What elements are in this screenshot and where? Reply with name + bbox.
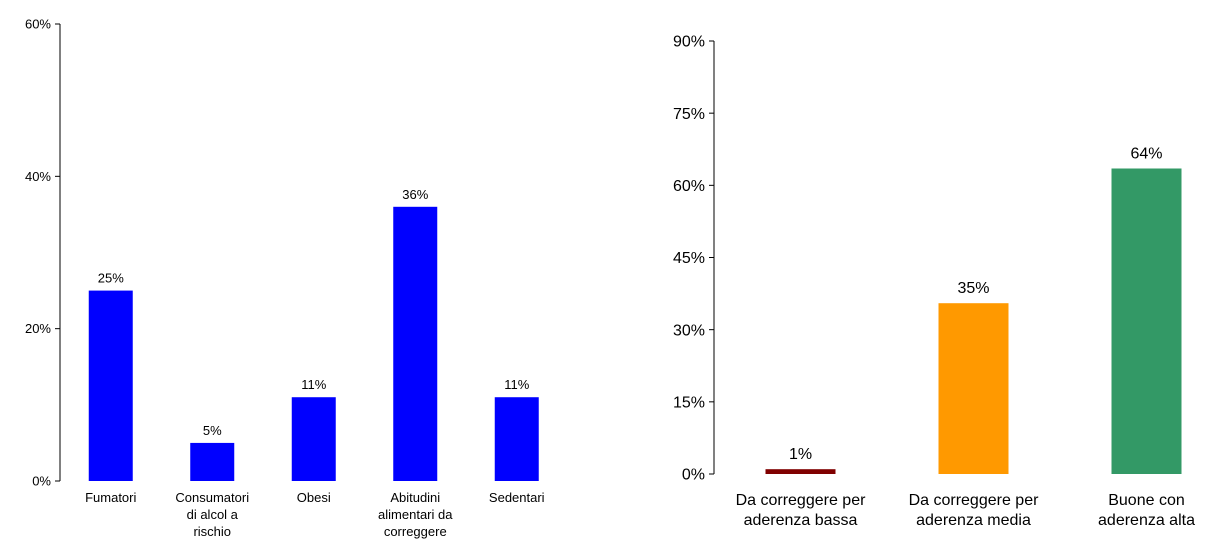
chart1-bar: [291, 397, 336, 481]
chart1-category-label: Sedentari: [489, 490, 545, 505]
chart2-y-tick-label: 30%: [673, 322, 705, 339]
chart2-y-tick-label: 0%: [682, 467, 705, 484]
chart1-y-tick-label: 0%: [32, 474, 51, 489]
chart2-bar: [938, 303, 1009, 474]
chart2-bar: [765, 469, 836, 474]
chart2-data-label: 1%: [789, 446, 812, 463]
chart2-y-tick-label: 60%: [673, 178, 705, 195]
chart1-category-label: di alcol a: [187, 507, 239, 522]
chart2-y-tick-label: 75%: [673, 106, 705, 123]
chart1-bar: [393, 206, 438, 482]
chart1-category-label: Consumatori: [175, 490, 249, 505]
chart2-category-label: Da correggere per: [736, 492, 867, 509]
chart2-category-label: aderenza media: [916, 512, 1031, 529]
chart2-bar: [1111, 168, 1182, 474]
chart1-data-label: 25%: [98, 271, 124, 286]
chart1-data-label: 5%: [203, 423, 222, 438]
chart1-y-tick-label: 20%: [25, 321, 51, 336]
chart1-data-label: 11%: [504, 377, 529, 392]
chart1-y-tick-label: 60%: [25, 17, 51, 32]
chart1-category-label: Abitudini: [390, 490, 440, 505]
chart1-bar: [494, 397, 539, 481]
chart1-category-label: correggere: [384, 524, 447, 539]
chart1-y-tick-label: 40%: [25, 169, 51, 184]
chart1-data-label: 36%: [402, 187, 428, 202]
chart1-category-label: Fumatori: [85, 490, 136, 505]
chart2-category-label: Da correggere per: [909, 492, 1040, 509]
chart1-bar: [88, 290, 133, 481]
chart1-data-label: 11%: [301, 377, 326, 392]
chart2-y-tick-label: 90%: [673, 34, 705, 51]
chart2-data-label: 64%: [1130, 145, 1162, 162]
chart2-category-label: Buone con: [1108, 492, 1185, 509]
chart1-category-label: alimentari da: [378, 507, 453, 522]
chart2-category-label: aderenza alta: [1098, 512, 1195, 529]
chart1-category-label: rischio: [193, 524, 231, 539]
chart2-category-label: aderenza bassa: [744, 512, 858, 529]
chart2-y-tick-label: 15%: [673, 394, 705, 411]
chart2-data-label: 35%: [957, 280, 989, 297]
chart1-bar: [190, 442, 235, 481]
chart2-y-tick-label: 45%: [673, 250, 705, 267]
chart1-category-label: Obesi: [297, 490, 331, 505]
